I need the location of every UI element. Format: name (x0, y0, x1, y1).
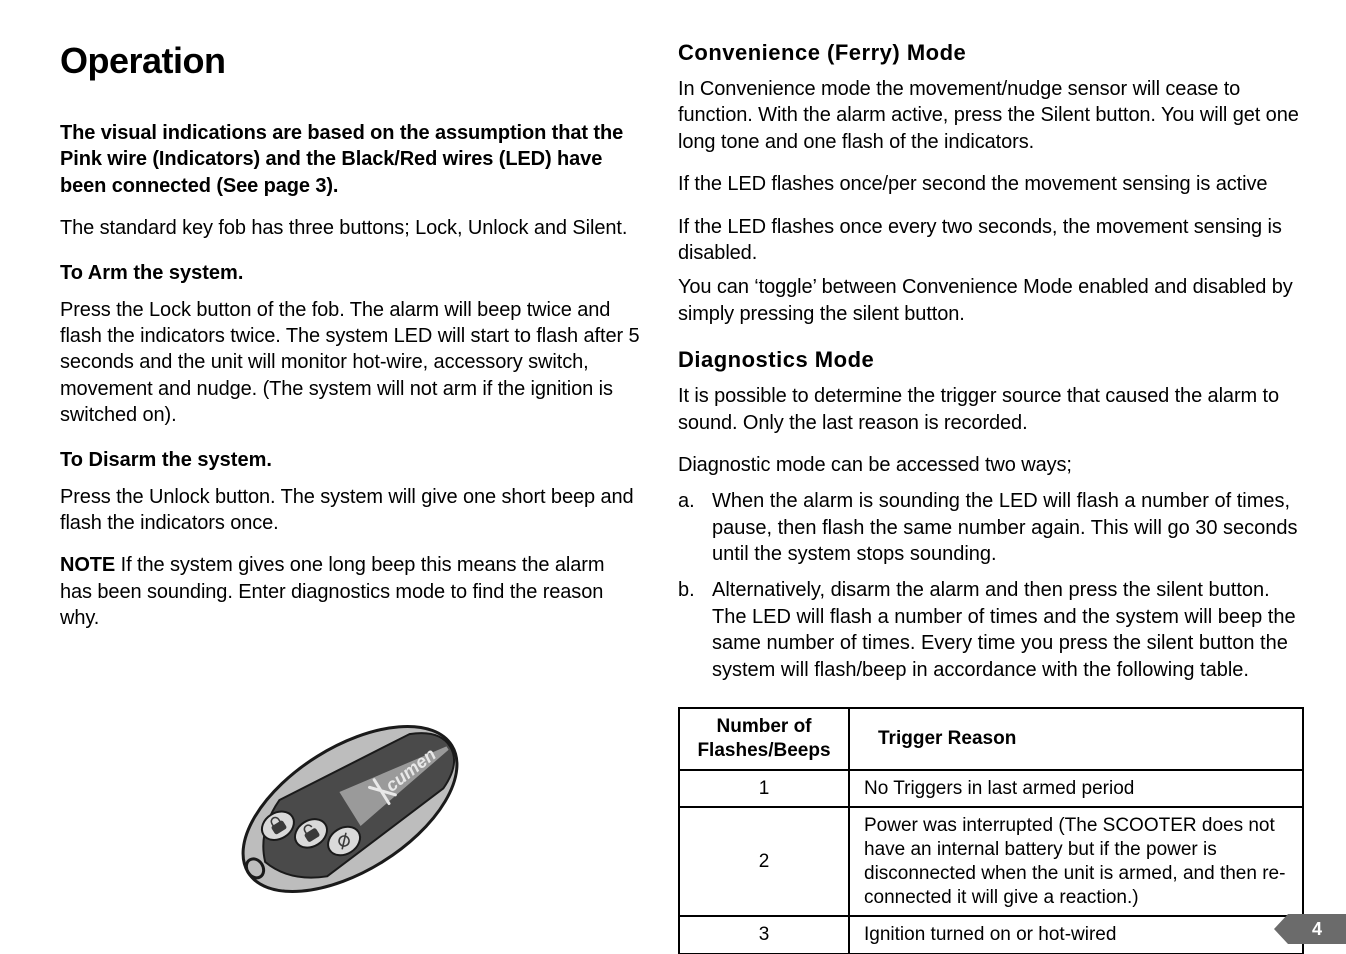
arm-title: To Arm the system. (60, 262, 640, 285)
list-item: b. Alternatively, disarm the alarm and t… (678, 577, 1304, 683)
page: Operation The visual indications are bas… (0, 0, 1346, 954)
conv-p3: If the LED flashes once every two second… (678, 214, 1304, 267)
table-row: 1No Triggers in last armed period (679, 770, 1303, 808)
table-cell-number: 3 (679, 916, 849, 954)
diag-p1: It is possible to determine the trigger … (678, 383, 1304, 436)
list-content: When the alarm is sounding the LED will … (712, 488, 1304, 567)
table-row: 2Power was interrupted (The SCOOTER does… (679, 807, 1303, 916)
convenience-title: Convenience (Ferry) Mode (678, 40, 1304, 66)
table-head-reason: Trigger Reason (849, 708, 1303, 770)
conv-p1: In Convenience mode the movement/nudge s… (678, 76, 1304, 155)
table-cell-number: 1 (679, 770, 849, 808)
table-cell-reason: No Triggers in last armed period (849, 770, 1303, 808)
diagnostics-table: Number of Flashes/Beeps Trigger Reason 1… (678, 707, 1304, 954)
conv-p2: If the LED flashes once/per second the m… (678, 171, 1304, 197)
list-content: Alternatively, disarm the alarm and then… (712, 577, 1304, 683)
note-text: If the system gives one long beep this m… (60, 554, 604, 629)
table-cell-number: 2 (679, 807, 849, 916)
list-marker: b. (678, 577, 712, 683)
arm-text: Press the Lock button of the fob. The al… (60, 297, 640, 429)
diagnostics-list: a. When the alarm is sounding the LED wi… (678, 488, 1304, 693)
disarm-title: To Disarm the system. (60, 449, 640, 472)
page-number-tab: 4 (1288, 914, 1346, 944)
note-label: NOTE (60, 554, 115, 576)
disarm-text: Press the Unlock button. The system will… (60, 484, 640, 537)
table-cell-reason: Power was interrupted (The SCOOTER does … (849, 807, 1303, 916)
table-head-flashes: Number of Flashes/Beeps (679, 708, 849, 770)
list-marker: a. (678, 488, 712, 567)
note-para: NOTE If the system gives one long beep t… (60, 552, 640, 631)
table-row: 3Ignition turned on or hot-wired (679, 916, 1303, 954)
intro-bold: The visual indications are based on the … (60, 120, 640, 199)
key-fob-icon: cumen (200, 679, 500, 939)
conv-p4: You can ‘toggle’ between Convenience Mod… (678, 274, 1304, 327)
key-fob-illustration: cumen (60, 679, 640, 939)
page-number: 4 (1312, 919, 1322, 940)
right-column: Convenience (Ferry) Mode In Convenience … (678, 40, 1304, 934)
table-head-row: Number of Flashes/Beeps Trigger Reason (679, 708, 1303, 770)
main-title: Operation (60, 40, 640, 82)
intro-text: The standard key fob has three buttons; … (60, 215, 640, 241)
diag-p2: Diagnostic mode can be accessed two ways… (678, 452, 1304, 478)
table-cell-reason: Ignition turned on or hot-wired (849, 916, 1303, 954)
list-item: a. When the alarm is sounding the LED wi… (678, 488, 1304, 567)
left-column: Operation The visual indications are bas… (60, 40, 640, 934)
diagnostics-title: Diagnostics Mode (678, 347, 1304, 373)
